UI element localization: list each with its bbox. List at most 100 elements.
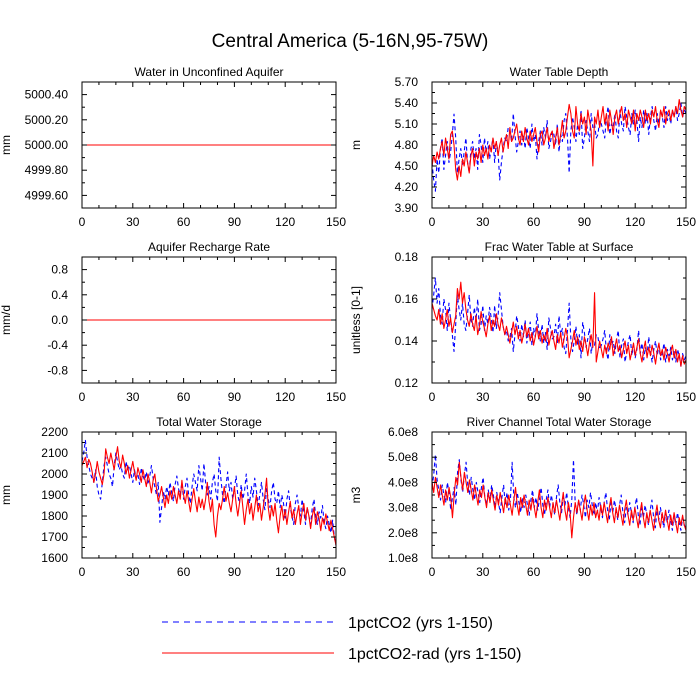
y-tick-label: 5.40: [395, 96, 419, 110]
y-tick-label: 0.8: [51, 263, 68, 277]
series-line-solid-red: [82, 446, 336, 546]
x-tick-label: 120: [275, 215, 295, 229]
x-tick-label: 150: [326, 565, 346, 579]
x-tick-label: 0: [429, 565, 436, 579]
y-tick-label: 4999.60: [25, 188, 69, 202]
panel-aquifer-water: Water in Unconfined Aquifer mm 0 30 60 90 120 1…: [0, 65, 346, 229]
x-tick-label: 90: [228, 565, 242, 579]
x-tick-label: 150: [676, 215, 696, 229]
x-tick-label: 60: [527, 565, 541, 579]
x-tick-label: 120: [275, 390, 295, 404]
y-tick-label: 1600: [41, 551, 68, 565]
x-tick-label: 0: [79, 390, 86, 404]
legend-label: 1pctCO2-rad (yrs 1-150): [348, 646, 521, 663]
panel-title: Water Table Depth: [510, 65, 609, 79]
y-tick-label: 2200: [41, 425, 68, 439]
series-line-solid-red: [432, 461, 686, 539]
x-tick-label: 0: [429, 215, 436, 229]
panel-title: Aquifer Recharge Rate: [148, 240, 270, 254]
y-tick-label: -0.4: [47, 338, 68, 352]
y-axis-label: mm: [0, 485, 13, 505]
y-tick-label: 4999.80: [25, 163, 69, 177]
series-group: [432, 277, 686, 367]
x-tick-label: 150: [676, 390, 696, 404]
x-tick-label: 90: [228, 390, 242, 404]
y-tick-label: 5.0e8: [388, 450, 418, 464]
series-group: [432, 98, 686, 192]
y-tick-label: 0.16: [395, 292, 419, 306]
series-line-solid-red: [432, 281, 686, 367]
x-tick-label: 0: [79, 215, 86, 229]
y-tick-label: 1.0e8: [388, 551, 418, 565]
y-tick-label: 4.0e8: [388, 475, 418, 489]
panel-river-channel-storage: River Channel Total Water Storage m3 0 30 60…: [349, 415, 696, 579]
x-tick-label: 30: [126, 390, 140, 404]
y-tick-label: 0.14: [395, 334, 419, 348]
x-tick-label: 30: [126, 215, 140, 229]
plot-frame: [81, 431, 337, 559]
y-tick-label: 1900: [41, 488, 68, 502]
panel-water-table-depth: Water Table Depth m 0 30 60 90 120 150 3.90 4.20 4…: [349, 65, 696, 229]
x-tick-label: 150: [326, 215, 346, 229]
y-axis-label: m: [349, 140, 363, 150]
x-tick-label: 90: [228, 215, 242, 229]
x-tick-label: 60: [177, 565, 191, 579]
legend-label: 1pctCO2 (yrs 1-150): [348, 615, 493, 632]
x-tick-label: 0: [79, 565, 86, 579]
x-tick-label: 90: [578, 390, 592, 404]
x-tick-label: 90: [578, 565, 592, 579]
y-tick-label: 3.0e8: [388, 501, 418, 515]
legend: 1pctCO2 (yrs 1-150) 1pctCO2-rad (yrs 1-15…: [162, 615, 521, 663]
x-tick-label: 120: [275, 565, 295, 579]
y-axis-label: mm/d: [0, 305, 13, 335]
x-tick-label: 60: [177, 215, 191, 229]
y-tick-label: 2000: [41, 467, 68, 481]
x-tick-label: 60: [527, 215, 541, 229]
x-tick-label: 120: [625, 390, 645, 404]
series-group: [432, 454, 686, 539]
x-tick-label: 30: [126, 565, 140, 579]
y-tick-label: 6.0e8: [388, 425, 418, 439]
x-tick-label: 150: [326, 390, 346, 404]
series-line-dashed-blue: [432, 277, 686, 367]
panel-frac-water-table: Frac Water Table at Surface unitless [0-1…: [349, 240, 696, 404]
series-line-solid-red: [432, 98, 686, 181]
x-tick-label: 120: [625, 565, 645, 579]
y-tick-label: 3.90: [395, 201, 419, 215]
x-tick-label: 120: [625, 215, 645, 229]
panel-title: Total Water Storage: [156, 415, 262, 429]
y-tick-label: 4.80: [395, 138, 419, 152]
x-tick-label: 150: [676, 565, 696, 579]
y-tick-label: 5.10: [395, 117, 419, 131]
y-tick-label: 2100: [41, 446, 68, 460]
y-tick-label: 0.18: [395, 250, 419, 264]
panel-title: Frac Water Table at Surface: [485, 240, 634, 254]
y-tick-label: -0.8: [47, 363, 68, 377]
panel-total-water-storage: Total Water Storage mm 0 30 60 90 120 150 1600 17…: [0, 415, 346, 579]
y-tick-label: 4.20: [395, 180, 419, 194]
x-tick-label: 30: [476, 565, 490, 579]
y-axis-label: unitless [0-1]: [349, 286, 363, 354]
y-tick-label: 5.70: [395, 75, 419, 89]
y-axis-label: mm: [0, 135, 13, 155]
y-tick-label: 1700: [41, 530, 68, 544]
y-tick-label: 0.0: [51, 313, 68, 327]
series-line-dashed-blue: [82, 439, 336, 546]
y-tick-label: 5000.00: [25, 138, 69, 152]
x-tick-label: 60: [177, 390, 191, 404]
y-tick-label: 5000.20: [25, 113, 69, 127]
y-tick-label: 0.4: [51, 288, 68, 302]
y-tick-label: 0.12: [395, 376, 419, 390]
x-tick-label: 30: [476, 390, 490, 404]
y-tick-label: 5000.40: [25, 88, 69, 102]
panels: Water in Unconfined Aquifer mm 0 30 60 90 120 1…: [0, 65, 696, 579]
x-tick-label: 0: [429, 390, 436, 404]
panel-title: Water in Unconfined Aquifer: [135, 65, 284, 79]
panel-title: River Channel Total Water Storage: [467, 415, 652, 429]
y-tick-label: 1800: [41, 509, 68, 523]
figure-title: Central America (5-16N,95-75W): [212, 31, 489, 52]
panel-recharge-rate: Aquifer Recharge Rate mm/d 0 30 60 90 120 150 -0…: [0, 240, 346, 404]
x-tick-label: 30: [476, 215, 490, 229]
y-axis-label: m3: [349, 486, 363, 503]
